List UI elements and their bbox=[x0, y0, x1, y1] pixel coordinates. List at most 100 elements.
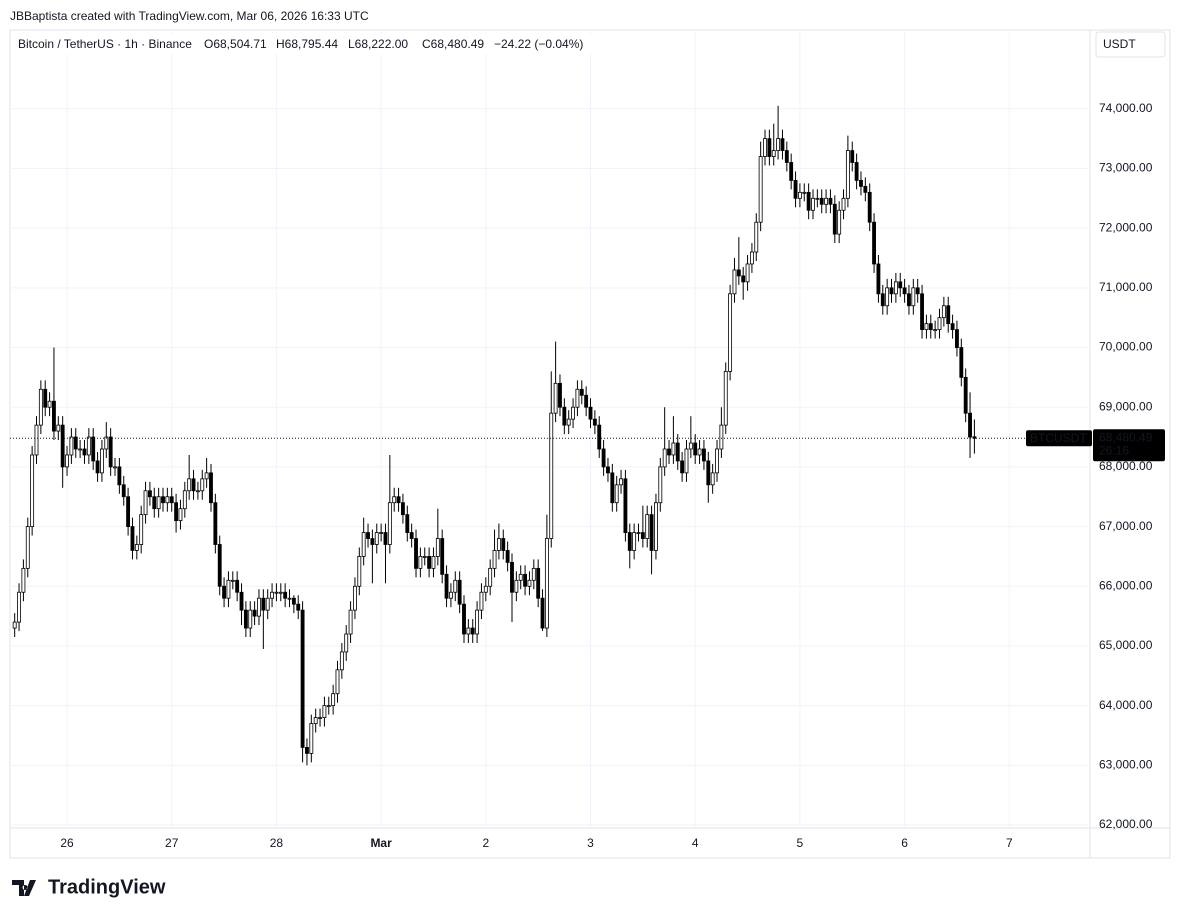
candle-body bbox=[902, 287, 907, 295]
candle-body bbox=[30, 454, 35, 527]
candle-body bbox=[91, 436, 96, 462]
currency[interactable]: USDT bbox=[1103, 37, 1136, 51]
candle-body bbox=[549, 412, 554, 539]
candle-body bbox=[562, 406, 567, 426]
candle-body bbox=[60, 424, 65, 468]
candle-body bbox=[43, 388, 48, 408]
candle-body bbox=[911, 287, 916, 307]
currency-box[interactable] bbox=[1095, 31, 1166, 58]
candle-body bbox=[17, 591, 21, 623]
candle-body bbox=[937, 317, 942, 331]
logo-icon bbox=[12, 880, 36, 896]
candle-body bbox=[536, 567, 541, 599]
candle-body bbox=[523, 573, 528, 587]
candle-body bbox=[941, 305, 946, 319]
candle-body bbox=[104, 436, 109, 450]
candle-body bbox=[907, 293, 911, 307]
legend-high: H68,795.44 bbox=[276, 37, 338, 51]
candle-body bbox=[806, 191, 811, 211]
candle-body bbox=[649, 514, 654, 551]
candle-body bbox=[558, 382, 562, 408]
candle-body bbox=[776, 138, 781, 151]
candle-body bbox=[741, 275, 746, 283]
candle-body bbox=[152, 496, 157, 510]
candle-body bbox=[479, 591, 484, 611]
candle-body bbox=[636, 532, 641, 534]
candle-body bbox=[710, 472, 715, 486]
candle-body bbox=[448, 591, 453, 599]
candle-body bbox=[483, 585, 488, 593]
symbol-tag-bg bbox=[1026, 430, 1092, 447]
candle-body bbox=[130, 526, 135, 551]
candle-body bbox=[239, 591, 244, 611]
candle-body bbox=[86, 436, 91, 456]
candle-body bbox=[928, 323, 933, 331]
candle-body bbox=[654, 502, 658, 551]
y-tick-label: 70,000.00 bbox=[1099, 340, 1153, 354]
candle-body bbox=[126, 496, 131, 527]
candle-body bbox=[566, 418, 571, 426]
candle-body bbox=[876, 263, 881, 295]
candle-body bbox=[488, 567, 493, 587]
y-tick-label: 73,000.00 bbox=[1099, 161, 1153, 175]
candle-body bbox=[505, 550, 510, 563]
candle-body bbox=[614, 484, 619, 504]
candle-body bbox=[230, 579, 235, 582]
y-tick-label: 74,000.00 bbox=[1099, 101, 1153, 115]
candle-body bbox=[518, 573, 523, 581]
candle-body bbox=[968, 412, 972, 438]
y-tick-label: 66,000.00 bbox=[1099, 578, 1153, 592]
candle-body bbox=[457, 579, 462, 605]
candle-body bbox=[82, 448, 87, 456]
candle-body bbox=[248, 609, 253, 629]
candle-body bbox=[671, 442, 676, 456]
candle-body bbox=[65, 454, 69, 468]
axes: 62,000.00 63,000.00 64,000.00 65,000.00 66,0… bbox=[10, 101, 1165, 850]
candle-body bbox=[182, 490, 187, 510]
candle-body bbox=[662, 448, 667, 468]
candle-body bbox=[889, 287, 894, 295]
candle-body bbox=[597, 424, 602, 450]
y-tick-label: 72,000.00 bbox=[1099, 220, 1153, 234]
candle-body bbox=[326, 705, 331, 708]
candle-body bbox=[366, 532, 370, 539]
candle-body bbox=[226, 579, 231, 599]
candle-body bbox=[606, 466, 610, 474]
candle-body bbox=[863, 185, 868, 193]
candle-body bbox=[915, 287, 920, 295]
candle-body bbox=[763, 138, 767, 157]
candle-body bbox=[859, 180, 863, 187]
x-tick-label: 7 bbox=[1006, 836, 1013, 850]
candle-body bbox=[305, 747, 309, 754]
candle-body bbox=[309, 723, 314, 754]
last-price-label: 68,480.49 bbox=[1099, 430, 1153, 444]
y-tick-label: 63,000.00 bbox=[1099, 758, 1153, 772]
candle-body bbox=[187, 478, 192, 492]
candle-body bbox=[444, 573, 449, 599]
candles bbox=[12, 105, 977, 766]
candle-body bbox=[440, 538, 445, 575]
candle-body bbox=[584, 394, 589, 408]
candle-body bbox=[514, 579, 519, 593]
candle-body bbox=[758, 156, 763, 223]
candle-body bbox=[265, 597, 270, 611]
candle-body bbox=[867, 191, 872, 223]
candle-body bbox=[379, 532, 384, 534]
candle-body bbox=[510, 561, 514, 593]
candle-body bbox=[200, 478, 205, 492]
candle-body bbox=[283, 591, 288, 599]
y-tick-label: 65,000.00 bbox=[1099, 638, 1153, 652]
candle-body bbox=[496, 538, 501, 551]
candle-body bbox=[331, 693, 336, 707]
candle-body bbox=[252, 609, 257, 617]
candle-body bbox=[261, 597, 266, 611]
candle-body bbox=[409, 532, 414, 539]
candle-body bbox=[161, 496, 165, 504]
candle-body bbox=[344, 633, 349, 653]
candle-body bbox=[361, 532, 366, 557]
legend-low: L68,222.00 bbox=[348, 37, 408, 51]
candle-body bbox=[815, 197, 820, 200]
candle-body bbox=[697, 448, 702, 456]
candle-body bbox=[680, 460, 685, 474]
candle-body bbox=[257, 597, 261, 617]
